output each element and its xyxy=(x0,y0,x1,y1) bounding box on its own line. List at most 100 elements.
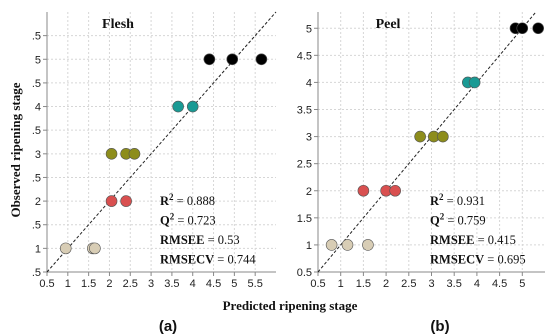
y-tick-label: 1.5 xyxy=(297,213,312,225)
y-tick-label: .5 xyxy=(32,267,41,279)
stat-label: R xyxy=(160,194,170,208)
data-point-stage-4 xyxy=(468,76,481,89)
stat-line: RMSEE = 0.415 xyxy=(430,233,516,247)
x-tick-label: 3 xyxy=(428,278,434,290)
x-tick-label: 4.5 xyxy=(206,278,221,290)
caption-a: (a) xyxy=(159,318,177,335)
y-tick-label: 5 xyxy=(35,54,41,66)
x-tick-label: 2 xyxy=(383,278,389,290)
stat-value: = 0.931 xyxy=(444,194,485,208)
data-point-stage-4 xyxy=(172,100,184,113)
stat-value: = 0.888 xyxy=(174,194,215,208)
x-tick-label: 2.5 xyxy=(401,278,416,290)
stat-line: RMSECV = 0.744 xyxy=(160,253,256,267)
data-point-stage-5 xyxy=(532,22,544,35)
data-point-stage-3 xyxy=(128,148,141,160)
data-point-stage-1 xyxy=(325,239,338,251)
y-tick-label: 3.5 xyxy=(297,105,312,117)
y-tick-label: .5 xyxy=(32,172,41,184)
panel-title: Peel xyxy=(376,17,401,32)
y-tick-label: 1 xyxy=(306,240,312,252)
stat-line: R2 = 0.931 xyxy=(430,192,485,208)
stat-value: = 0.415 xyxy=(474,233,515,247)
data-point-stage-3 xyxy=(437,130,449,143)
data-point-stage-2 xyxy=(389,184,401,197)
y-tick-label: 0.5 xyxy=(297,267,312,279)
y-tick-label: 4 xyxy=(35,102,41,114)
stat-label: Q xyxy=(160,214,170,228)
stat-superscript: 2 xyxy=(440,212,445,222)
y-tick-label: 1 xyxy=(35,243,41,255)
data-point-stage-5 xyxy=(255,53,268,66)
x-tick-label: 1 xyxy=(65,278,71,290)
data-point-stage-1 xyxy=(341,239,354,251)
x-tick-label: 4.5 xyxy=(492,278,507,290)
x-tick-label: 2 xyxy=(106,278,112,290)
x-tick-label: 5 xyxy=(519,278,525,290)
x-tick-label: 1.5 xyxy=(356,278,371,290)
data-point-stage-1 xyxy=(59,242,72,255)
y-tick-label: 4 xyxy=(306,77,312,89)
x-tick-label: 3.5 xyxy=(447,278,462,290)
stat-line: RMSEE = 0.53 xyxy=(160,233,240,247)
data-point-stage-2 xyxy=(105,195,118,207)
stat-line: Q2 = 0.759 xyxy=(430,212,486,228)
y-tick-label: 2.5 xyxy=(297,159,312,171)
data-point-stage-5 xyxy=(203,53,216,66)
y-tick-label: 4.5 xyxy=(297,50,312,62)
stat-label: RMSEE xyxy=(430,233,474,247)
stat-label: RMSECV xyxy=(430,253,484,267)
panel-peel: 0.5 1 1.5 2 2.5 3 3.5 4 4.5 5 0.5 1 1.5 2 2.5 3 3.5 4 4.5 5… xyxy=(297,11,545,290)
x-tick-label: 5.5 xyxy=(248,278,263,290)
x-tick-label: 3.5 xyxy=(164,278,179,290)
stat-value: = 0.695 xyxy=(484,253,525,267)
stat-line: RMSECV = 0.695 xyxy=(430,253,526,267)
stat-superscript: 2 xyxy=(169,192,174,202)
y-tick-label: .5 xyxy=(32,78,41,90)
reference-line xyxy=(317,11,537,273)
panel-flesh: 0.5 1 1.5 2 2.5 3 3.5 4 4.5 5 5.5.51.52.53.54.55.5… xyxy=(32,11,277,290)
x-tick-label: 1 xyxy=(338,278,344,290)
y-tick-label: 5 xyxy=(306,23,312,35)
x-axis-title: Predicted ripening stage xyxy=(223,298,358,313)
y-tick-label: .5 xyxy=(32,31,41,43)
x-tick-label: 2.5 xyxy=(123,278,138,290)
x-tick-label: 4 xyxy=(474,278,480,290)
x-tick-label: 1.5 xyxy=(81,278,96,290)
stat-value: = 0.759 xyxy=(444,214,485,228)
panel-title: Flesh xyxy=(102,17,134,32)
x-tick-label: 4 xyxy=(190,278,196,290)
x-tick-label: 5 xyxy=(231,278,237,290)
x-tick-label: 0.5 xyxy=(39,278,54,290)
y-tick-label: 3 xyxy=(306,132,312,144)
y-tick-label: .5 xyxy=(32,125,41,137)
x-tick-label: 0.5 xyxy=(310,278,325,290)
data-point-stage-1 xyxy=(362,239,374,251)
data-point-stage-4 xyxy=(186,100,199,113)
y-tick-label: .5 xyxy=(32,220,41,232)
caption-b: (b) xyxy=(430,318,449,335)
stat-value: = 0.53 xyxy=(204,233,239,247)
stat-line: Q2 = 0.723 xyxy=(160,212,216,228)
stat-label: RMSEE xyxy=(160,233,204,247)
stat-superscript: 2 xyxy=(170,212,175,222)
stat-label: RMSECV xyxy=(160,253,214,267)
y-axis-title: Observed ripening stage xyxy=(8,82,23,217)
stat-label: R xyxy=(430,194,440,208)
stat-label: Q xyxy=(430,214,440,228)
data-point-stage-3 xyxy=(105,148,118,160)
data-point-stage-2 xyxy=(357,184,370,197)
stat-superscript: 2 xyxy=(439,192,444,202)
data-point-stage-5 xyxy=(226,53,239,66)
stat-value: = 0.744 xyxy=(214,253,256,267)
data-point-stage-1 xyxy=(89,242,101,255)
y-tick-label: 2 xyxy=(306,186,312,198)
y-tick-label: 3 xyxy=(35,149,41,161)
data-point-stage-2 xyxy=(120,195,132,207)
data-point-stage-3 xyxy=(414,130,426,143)
stat-value: = 0.723 xyxy=(174,214,215,228)
stat-line: R2 = 0.888 xyxy=(160,192,215,208)
y-tick-label: 2 xyxy=(35,196,41,208)
reference-line xyxy=(46,11,277,273)
